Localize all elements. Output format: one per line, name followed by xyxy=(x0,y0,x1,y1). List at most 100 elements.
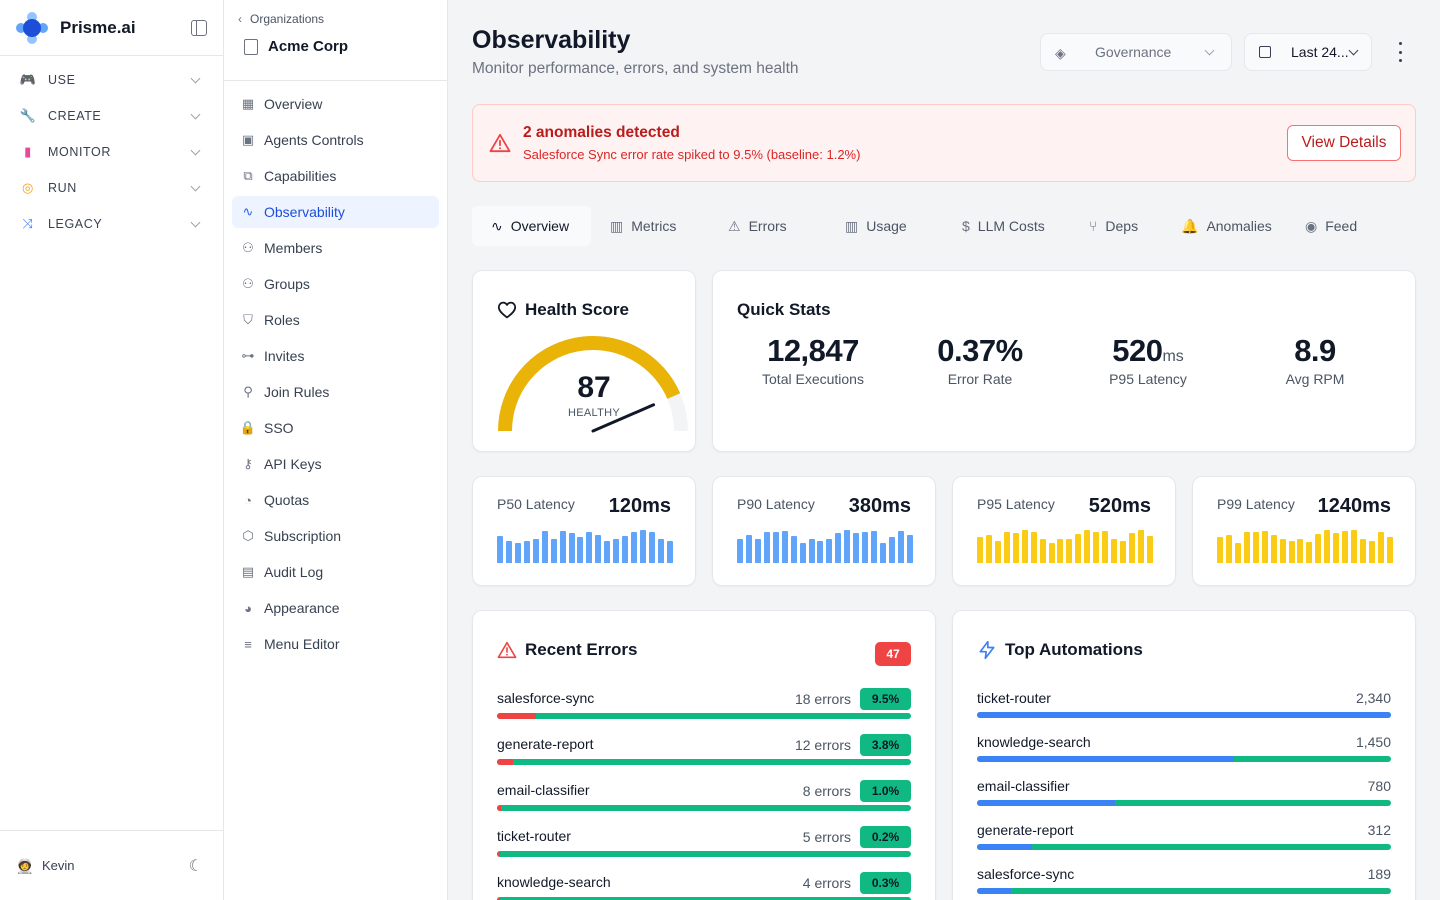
org-item-sso[interactable]: 🔒 SSO xyxy=(232,412,439,444)
sparkline-bar xyxy=(568,533,575,563)
error-count-badge: 47 xyxy=(875,642,911,666)
automation-count: 780 xyxy=(1367,778,1391,794)
org-item-members[interactable]: ⚇ Members xyxy=(232,232,439,264)
org-item-audit-log[interactable]: ▤ Audit Log xyxy=(232,556,439,588)
building-icon xyxy=(244,38,258,55)
tab-usage[interactable]: ▥ Usage xyxy=(826,206,943,246)
error-row[interactable]: email-classifier 8 errors 1.0% xyxy=(497,780,911,822)
sparkline-bar xyxy=(586,532,593,563)
date-range-select[interactable]: Last 24... xyxy=(1244,33,1372,71)
org-item-overview[interactable]: ▦ Overview xyxy=(232,88,439,120)
gauge-needle xyxy=(591,403,656,433)
error-rate-fill xyxy=(497,851,500,857)
sparkline-bar xyxy=(790,536,797,563)
org-item-label: Appearance xyxy=(264,600,340,616)
sparkline-bar xyxy=(737,539,743,563)
org-item-subscription[interactable]: ⬡ Subscription xyxy=(232,520,439,552)
sparkline-bar xyxy=(745,535,752,563)
error-row[interactable]: knowledge-search 4 errors 0.3% xyxy=(497,872,911,900)
error-rate-bar xyxy=(497,759,911,765)
grid-icon: ▦ xyxy=(241,96,255,111)
automation-row[interactable]: ticket-router 2,340 xyxy=(977,690,1391,730)
org-item-capabilities[interactable]: ⧉ Capabilities xyxy=(232,160,439,192)
top-automations-title: Top Automations xyxy=(977,640,1143,660)
recent-errors-card: Recent Errors 47 salesforce-sync 18 error… xyxy=(472,610,936,900)
bell-icon: 🔔 xyxy=(1181,217,1199,234)
org-item-join-rules[interactable]: ⚲ Join Rules xyxy=(232,376,439,408)
org-item-menu-editor[interactable]: ≡ Menu Editor xyxy=(232,628,439,660)
error-rate-fill xyxy=(497,897,500,900)
org-item-groups[interactable]: ⚇ Groups xyxy=(232,268,439,300)
tab-llm-costs[interactable]: $ LLM Costs xyxy=(943,206,1070,246)
sparkline-bar xyxy=(1351,530,1358,563)
org-item-invites[interactable]: ⊶ Invites xyxy=(232,340,439,372)
error-count: 4 errors xyxy=(802,875,851,891)
org-item-label: Menu Editor xyxy=(264,636,340,652)
automation-row[interactable]: email-classifier 780 xyxy=(977,778,1391,818)
tab-errors[interactable]: ⚠ Errors xyxy=(709,206,826,246)
avatar[interactable]: 🧑‍🚀 xyxy=(16,857,34,874)
tab-deps[interactable]: ⑂ Deps xyxy=(1070,206,1162,246)
page-subtitle: Monitor performance, errors, and system … xyxy=(472,60,799,77)
org-item-observability[interactable]: ∿ Observability xyxy=(232,196,439,228)
error-row[interactable]: salesforce-sync 18 errors 9.5% xyxy=(497,688,911,730)
error-rate-bar xyxy=(497,851,911,857)
sparkline-bar xyxy=(1012,533,1019,563)
sparkline-bar xyxy=(906,535,913,563)
user-plus-icon: ⚲ xyxy=(243,384,253,399)
org-item-agents-controls[interactable]: ▣ Agents Controls xyxy=(232,124,439,156)
sparkline-bar xyxy=(1297,539,1304,563)
automation-row[interactable]: salesforce-sync 189 xyxy=(977,866,1391,900)
automation-name: salesforce-sync xyxy=(977,866,1075,882)
sparkline-bar xyxy=(799,543,806,563)
git-branch-icon: ⑂ xyxy=(1089,218,1098,234)
sparkline-bar xyxy=(1234,543,1241,563)
error-row[interactable]: generate-report 12 errors 3.8% xyxy=(497,734,911,776)
rail-item-monitor[interactable]: ▮ MONITOR xyxy=(0,134,223,170)
error-row[interactable]: ticket-router 5 errors 0.2% xyxy=(497,826,911,868)
sparkline-bar xyxy=(559,531,566,563)
view-details-button[interactable]: View Details xyxy=(1287,125,1401,161)
sparkline-bar xyxy=(1360,539,1366,563)
org-item-label: SSO xyxy=(264,420,294,436)
org-item-label: Invites xyxy=(264,348,305,364)
rail-item-use[interactable]: 🎮 USE xyxy=(0,62,223,98)
tab-anomalies[interactable]: 🔔 Anomalies xyxy=(1162,206,1286,246)
more-options-icon[interactable] xyxy=(1392,42,1408,62)
sparkline-bar xyxy=(595,535,602,563)
latency-card-p50: P50 Latency 120ms xyxy=(472,476,696,586)
tab-feed[interactable]: ◉ Feed xyxy=(1286,206,1375,246)
alert-message: Salesforce Sync error rate spiked to 9.5… xyxy=(523,147,861,162)
user-name[interactable]: Kevin xyxy=(42,858,75,873)
governance-value: Governance xyxy=(1095,44,1172,60)
stat-unit: ms xyxy=(1162,348,1184,365)
org-item-appearance[interactable]: ◕ Appearance xyxy=(232,592,439,624)
latency-sparkline xyxy=(977,529,1153,563)
automation-row[interactable]: generate-report 312 xyxy=(977,822,1391,862)
breadcrumb[interactable]: ‹ Organizations xyxy=(238,12,433,26)
palette-icon: ◕ xyxy=(244,600,252,616)
governance-select[interactable]: ◈ Governance xyxy=(1040,33,1232,71)
bar-chart-icon: ▥ xyxy=(845,217,859,234)
rail-item-run[interactable]: ◎ RUN xyxy=(0,170,223,206)
tab-overview[interactable]: ∿ Overview xyxy=(472,206,591,246)
org-item-quotas[interactable]: ◔ Quotas xyxy=(232,484,439,516)
sparkline-bar xyxy=(1217,537,1223,563)
tab-label: Overview xyxy=(510,218,570,234)
rail-item-create[interactable]: 🔧 CREATE xyxy=(0,98,223,134)
error-count: 12 errors xyxy=(794,737,851,753)
error-rate-fill xyxy=(497,713,536,719)
automation-row[interactable]: knowledge-search 1,450 xyxy=(977,734,1391,774)
sidebar-collapse-icon[interactable] xyxy=(191,19,207,36)
breadcrumb-organizations[interactable]: Organizations xyxy=(250,12,325,26)
latency-sparkline xyxy=(497,529,673,563)
org-item-api-keys[interactable]: ⚷ API Keys xyxy=(232,448,439,480)
automation-volume-fill xyxy=(977,800,1115,806)
rail-item-legacy[interactable]: ⤨ LEGACY xyxy=(0,206,223,242)
org-item-roles[interactable]: ⛉ Roles xyxy=(232,304,439,336)
tab-metrics[interactable]: ▥ Metrics xyxy=(591,206,709,246)
top-automations-label: Top Automations xyxy=(1005,640,1143,659)
sparkline-bar xyxy=(826,539,833,563)
sparkline-bar xyxy=(1039,539,1046,563)
dark-mode-toggle-icon[interactable]: ☾ xyxy=(188,857,203,875)
